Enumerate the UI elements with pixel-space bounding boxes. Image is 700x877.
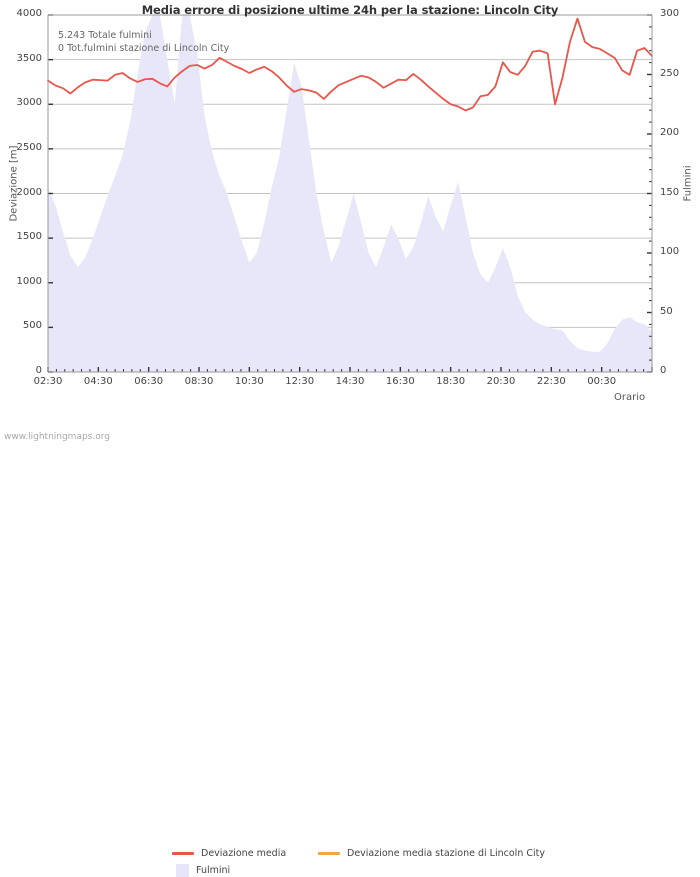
legend-item-lightning: Fulmini [172, 864, 230, 877]
y-axis-right-tick: 50 [660, 305, 673, 317]
x-axis-tick: 18:30 [436, 376, 466, 387]
watermark: www.lightningmaps.org [4, 432, 110, 442]
plot-frame [47, 14, 653, 373]
deviation-line-series [47, 17, 653, 112]
y-axis-left-tick: 2500 [16, 141, 42, 153]
legend-item-station-deviation: Deviazione media stazione di Lincoln Cit… [318, 848, 545, 859]
y-axis-left-tick: 3500 [16, 52, 42, 64]
x-axis-tick: 12:30 [285, 376, 315, 387]
lightning-area-series [48, 15, 652, 372]
legend-swatch-station-deviation [318, 852, 340, 855]
y-axis-left-tick: 4000 [16, 8, 42, 19]
y-axis-right-tick: 100 [660, 246, 680, 257]
y-axis-left-tick: 1500 [16, 231, 42, 243]
legend-swatch-lightning [176, 864, 189, 877]
x-axis-tick: 16:30 [385, 376, 415, 387]
plot-canvas [47, 14, 653, 373]
x-axis-tick: 20:30 [486, 376, 516, 387]
y-axis-right-tick: 300 [660, 8, 680, 19]
y-axis-right-tick: 200 [660, 127, 680, 138]
x-axis-tick: 04:30 [83, 376, 113, 387]
y-axis-left-tick: 2000 [16, 186, 42, 198]
annotation-total-strokes: 5.243 Totale fulmini [58, 30, 152, 41]
legend-item-deviation: Deviazione media [172, 848, 286, 859]
lightning-deviation-chart: Media errore di posizione ultime 24h per… [4, 3, 694, 877]
x-axis-tick: 08:30 [184, 376, 214, 387]
x-axis-tick: 14:30 [335, 376, 365, 387]
legend-swatch-deviation [172, 852, 194, 855]
legend-label-lightning: Fulmini [196, 865, 231, 876]
y-axis-left-tick: 3000 [16, 97, 42, 109]
x-axis-title: Orario [614, 392, 646, 403]
y-axis-right-tick: 150 [660, 186, 680, 198]
page-title: Media errore di posizione ultime 24h per… [141, 3, 559, 17]
legend-label-station-deviation: Deviazione media stazione di Lincoln Cit… [347, 848, 545, 859]
y-axis-left-tick: 0 [35, 365, 42, 376]
y-axis-left-tick: 1000 [16, 275, 42, 287]
x-axis-tick: 22:30 [536, 376, 566, 387]
annotation-station-strokes: 0 Tot.fulmini stazione di Lincoln City [58, 43, 230, 54]
x-axis-tick: 02:30 [33, 376, 63, 387]
x-axis-tick: 06:30 [134, 376, 164, 387]
y-axis-right-tick: 0 [660, 365, 667, 376]
x-axis-tick: 10:30 [234, 376, 264, 387]
y-axis-right-title: Fulmini [682, 165, 694, 202]
legend-label-deviation: Deviazione media [201, 848, 287, 859]
x-axis-tick: 00:30 [587, 376, 617, 387]
y-axis-left-tick: 500 [22, 320, 42, 332]
y-axis-right-tick: 250 [660, 67, 680, 79]
